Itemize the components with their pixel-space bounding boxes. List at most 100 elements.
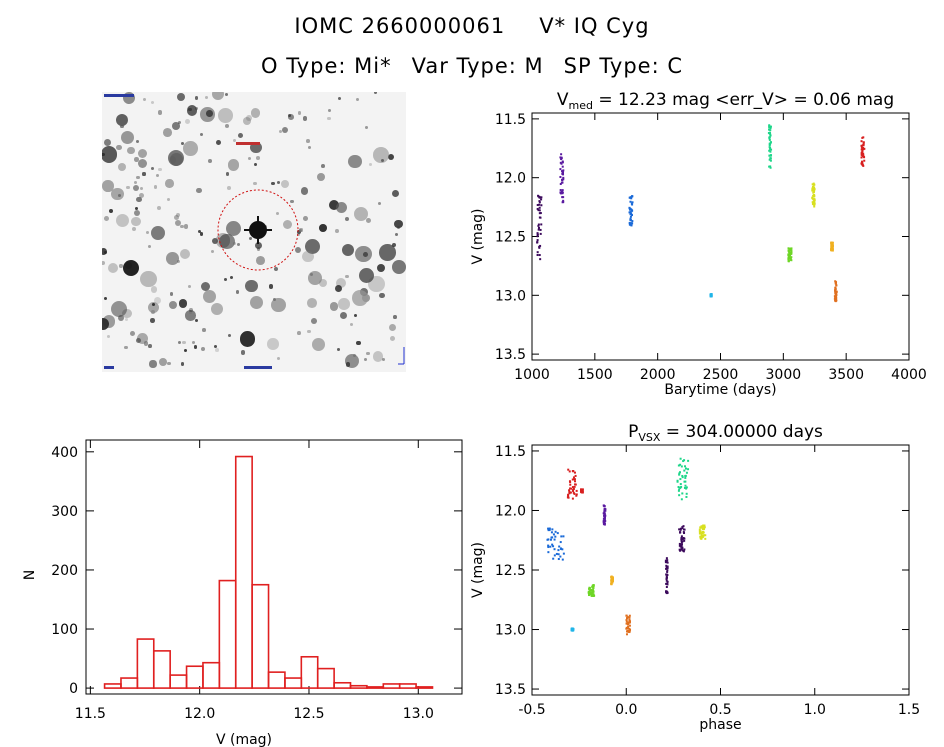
data-point xyxy=(830,243,833,246)
data-point xyxy=(811,185,814,188)
field-star xyxy=(387,153,395,161)
field-star xyxy=(150,286,158,293)
data-point xyxy=(628,631,631,634)
data-point xyxy=(709,293,712,296)
field-star xyxy=(134,157,139,162)
data-point xyxy=(581,490,584,493)
data-point xyxy=(538,206,541,209)
field-star xyxy=(280,180,289,189)
data-point xyxy=(571,629,574,632)
data-point xyxy=(666,559,669,562)
field-star xyxy=(138,193,144,199)
field-star xyxy=(143,97,147,101)
field-star xyxy=(127,147,135,155)
field-star xyxy=(150,318,155,323)
field-star xyxy=(248,156,252,160)
target-label-icon xyxy=(236,142,260,145)
data-point xyxy=(610,579,613,582)
data-point xyxy=(701,530,704,533)
data-point xyxy=(611,579,614,582)
data-series xyxy=(676,457,690,501)
data-point xyxy=(683,459,686,462)
data-point xyxy=(681,476,684,479)
data-point xyxy=(539,232,542,235)
data-point xyxy=(625,614,628,617)
data-point xyxy=(700,525,703,528)
data-point xyxy=(630,212,633,215)
y-tick-label: 400 xyxy=(51,445,78,461)
data-point xyxy=(629,628,632,631)
data-point xyxy=(581,488,584,491)
field-star xyxy=(224,92,228,96)
data-series xyxy=(830,241,834,252)
data-point xyxy=(830,249,833,252)
field-star xyxy=(111,187,124,201)
field-star xyxy=(295,246,302,254)
field-star xyxy=(119,264,123,268)
field-star xyxy=(153,296,162,304)
data-point xyxy=(768,136,771,139)
data-point xyxy=(678,494,681,497)
data-point xyxy=(834,296,837,299)
data-point xyxy=(680,538,683,541)
data-point xyxy=(683,532,686,535)
histogram-bar xyxy=(333,681,352,689)
data-point xyxy=(700,526,703,529)
histogram-bar xyxy=(267,671,286,689)
data-point xyxy=(831,244,834,247)
data-point xyxy=(790,251,793,254)
data-point xyxy=(561,181,564,184)
data-point xyxy=(592,590,595,593)
data-point xyxy=(602,521,605,524)
data-point xyxy=(666,580,669,583)
data-point xyxy=(611,580,614,583)
data-point xyxy=(665,567,668,570)
data-point xyxy=(590,593,593,596)
data-point xyxy=(569,487,572,490)
data-point xyxy=(630,222,633,225)
data-point xyxy=(678,528,681,531)
data-point xyxy=(630,197,633,200)
data-point xyxy=(581,490,584,493)
data-point xyxy=(571,628,574,631)
data-point xyxy=(580,489,583,492)
field-star xyxy=(352,290,368,307)
field-star xyxy=(306,139,310,143)
data-point xyxy=(610,577,613,580)
data-point xyxy=(629,196,632,199)
data-point xyxy=(787,256,790,259)
field-star xyxy=(136,176,140,180)
title-line-2: O Type: Mi* Var Type: M SP Type: C xyxy=(0,54,944,78)
data-point xyxy=(567,496,570,499)
y-axis-label: N xyxy=(22,570,38,580)
field-star xyxy=(129,330,135,336)
data-point xyxy=(682,528,685,531)
data-point xyxy=(767,131,770,134)
data-point xyxy=(610,578,613,581)
data-point xyxy=(834,282,837,285)
x-tick-label: 13.0 xyxy=(403,706,434,722)
field-star xyxy=(165,179,174,188)
data-series xyxy=(587,584,596,597)
data-point xyxy=(680,541,683,544)
data-point xyxy=(830,246,833,249)
data-point xyxy=(709,294,712,297)
data-point xyxy=(572,627,575,630)
data-point xyxy=(581,490,584,493)
data-point xyxy=(835,291,838,294)
data-point xyxy=(611,579,614,582)
data-point xyxy=(571,478,574,481)
data-point xyxy=(666,567,669,570)
field-star xyxy=(230,275,234,279)
data-point xyxy=(552,557,555,560)
data-point xyxy=(666,569,669,572)
field-star xyxy=(312,338,326,352)
data-point xyxy=(628,621,631,624)
data-point xyxy=(559,192,562,195)
field-star xyxy=(156,174,160,178)
data-series xyxy=(628,195,634,227)
data-point xyxy=(680,545,683,548)
data-point xyxy=(574,474,577,477)
data-point xyxy=(602,504,605,507)
data-point xyxy=(666,565,669,568)
